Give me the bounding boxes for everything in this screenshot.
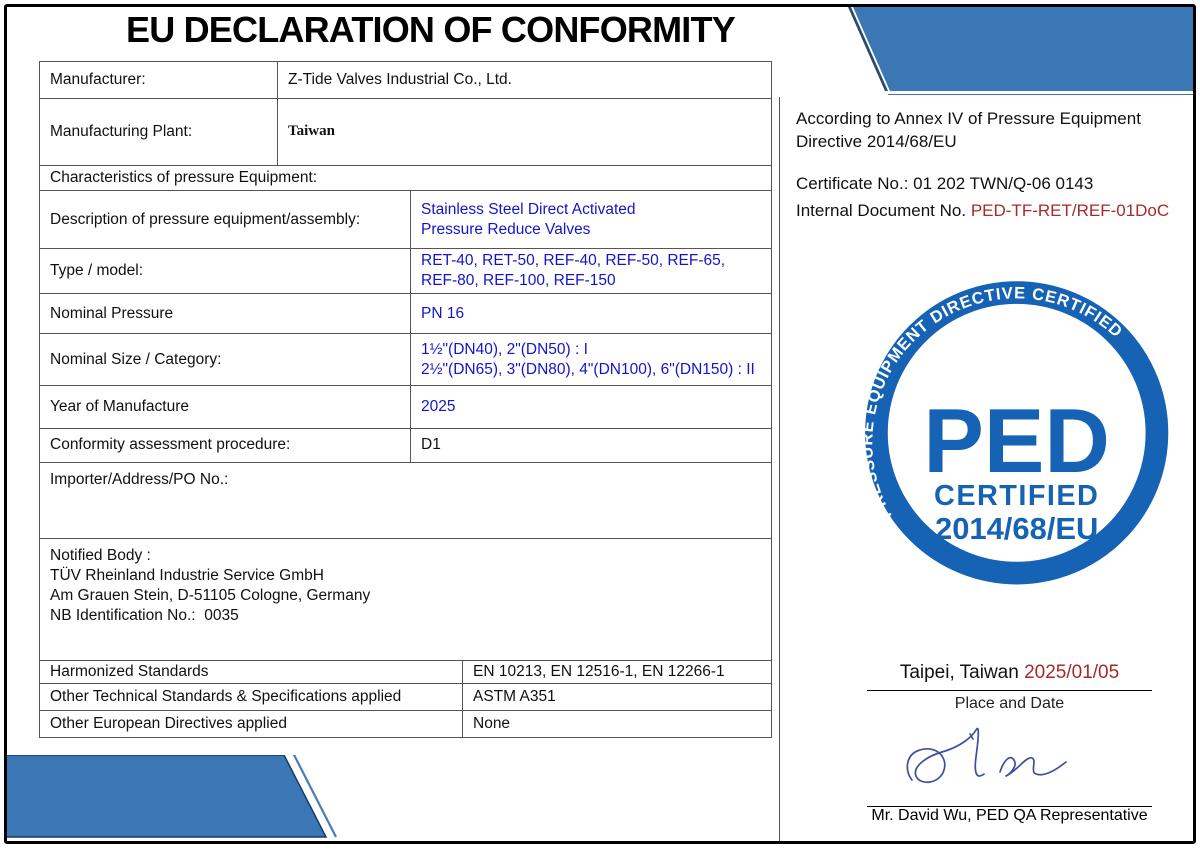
svg-text:CERTIFIED: CERTIFIED: [934, 480, 1099, 512]
svg-text:2014/68/EU: 2014/68/EU: [935, 511, 1098, 546]
svg-text:PED: PED: [923, 391, 1110, 492]
